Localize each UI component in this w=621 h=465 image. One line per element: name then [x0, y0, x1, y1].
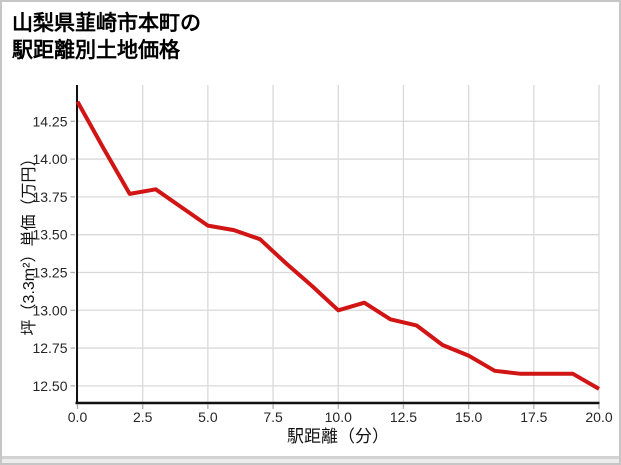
chart-title: 山梨県韮崎市本町の 駅距離別土地価格	[12, 10, 201, 64]
x-tick-label: 7.5	[263, 409, 283, 425]
x-tick-label: 10.0	[325, 409, 352, 425]
y-tick-label: 12.50	[32, 378, 67, 394]
x-tick-label: 2.5	[133, 409, 153, 425]
y-tick-label: 13.25	[32, 264, 67, 280]
x-tick-label: 5.0	[198, 409, 218, 425]
price-line-series	[75, 100, 601, 391]
y-tick-label: 14.00	[32, 151, 67, 167]
bottom-border-strip-light	[2, 459, 619, 463]
y-tick-label: 13.00	[32, 302, 67, 318]
bottom-border-strip	[2, 456, 619, 459]
y-axis-label: 坪（3.3m²）単価（万円）	[21, 150, 38, 336]
x-tick-label: 15.0	[455, 409, 482, 425]
x-tick-label: 20.0	[585, 409, 612, 425]
chart-title-line1: 山梨県韮崎市本町の	[12, 12, 201, 35]
y-tick-label: 12.75	[32, 340, 67, 356]
x-axis-label: 駅距離（分）	[287, 427, 389, 446]
y-tick-label: 14.25	[32, 113, 67, 129]
x-tick-label: 17.5	[520, 409, 547, 425]
y-tick-label: 13.50	[32, 227, 67, 243]
chart-title-line2: 駅距離別土地価格	[12, 39, 180, 62]
x-tick-label: 12.5	[390, 409, 417, 425]
y-tick-label: 13.75	[32, 189, 67, 205]
x-tick-label: 0.0	[68, 409, 88, 425]
